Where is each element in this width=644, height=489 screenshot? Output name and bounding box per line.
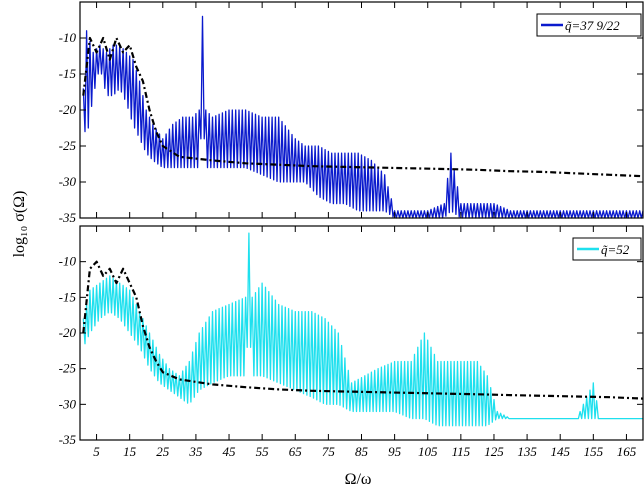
x-axis-label: Ω/ω [345, 471, 372, 488]
y-tick-label: -10 [59, 30, 77, 45]
bottom-panel: -10 -15 -20 -25 -30 -35 5 15 25 35 45 55 65 75 85 95 105… [59, 225, 644, 459]
legend: q̃=37 9/22 [536, 13, 642, 37]
x-tick-label: 85 [355, 444, 369, 459]
y-axis-label: log₁₀ σ(Ω) [11, 191, 28, 258]
y-tick-label: -25 [59, 138, 77, 153]
x-tick-label: 5 [93, 444, 100, 459]
y-tick-label: -25 [59, 361, 77, 376]
spectrum-series-line [82, 15, 644, 219]
y-tick-label: -30 [59, 396, 77, 411]
y-tick-label: -20 [59, 325, 77, 340]
x-tick-label: 135 [517, 444, 537, 459]
x-tick-label: 95 [388, 444, 402, 459]
spectrum-series-line [82, 232, 643, 427]
x-tick-label: 45 [223, 444, 237, 459]
x-tick-label: 35 [188, 444, 203, 459]
envelope-series-line [82, 260, 644, 400]
y-tick-label: -35 [59, 210, 77, 225]
x-tick-label: 145 [550, 444, 570, 459]
x-tick-label: 165 [617, 444, 637, 459]
legend-label: q̃=52 [601, 242, 630, 257]
y-tick-label: -15 [59, 289, 77, 304]
legend-label: q̃=37 9/22 [565, 18, 620, 33]
x-tick-label: 15 [123, 444, 137, 459]
x-tick-label: 115 [452, 444, 471, 459]
legend: q̃=52 [572, 237, 642, 261]
envelope-series-line [82, 36, 644, 178]
x-tick-label: 125 [484, 444, 504, 459]
y-tick-label: -20 [59, 102, 77, 117]
y-tick-label: -30 [59, 174, 77, 189]
x-tick-label: 25 [156, 444, 170, 459]
y-tick-label: -35 [59, 432, 77, 447]
x-tick-label: 65 [289, 444, 303, 459]
y-tick-label: -10 [59, 254, 77, 269]
x-tick-label: 155 [584, 444, 604, 459]
x-tick-label: 105 [418, 444, 438, 459]
legend-box [536, 13, 642, 37]
plot-frame [79, 225, 644, 441]
y-tick-label: -15 [59, 66, 77, 81]
x-tick-label: 75 [322, 444, 336, 459]
x-tick-label: 55 [256, 444, 270, 459]
top-panel: -10 -15 -20 -25 -30 -35 q̃=37 9/22 [59, 1, 644, 225]
legend-box [572, 237, 642, 261]
